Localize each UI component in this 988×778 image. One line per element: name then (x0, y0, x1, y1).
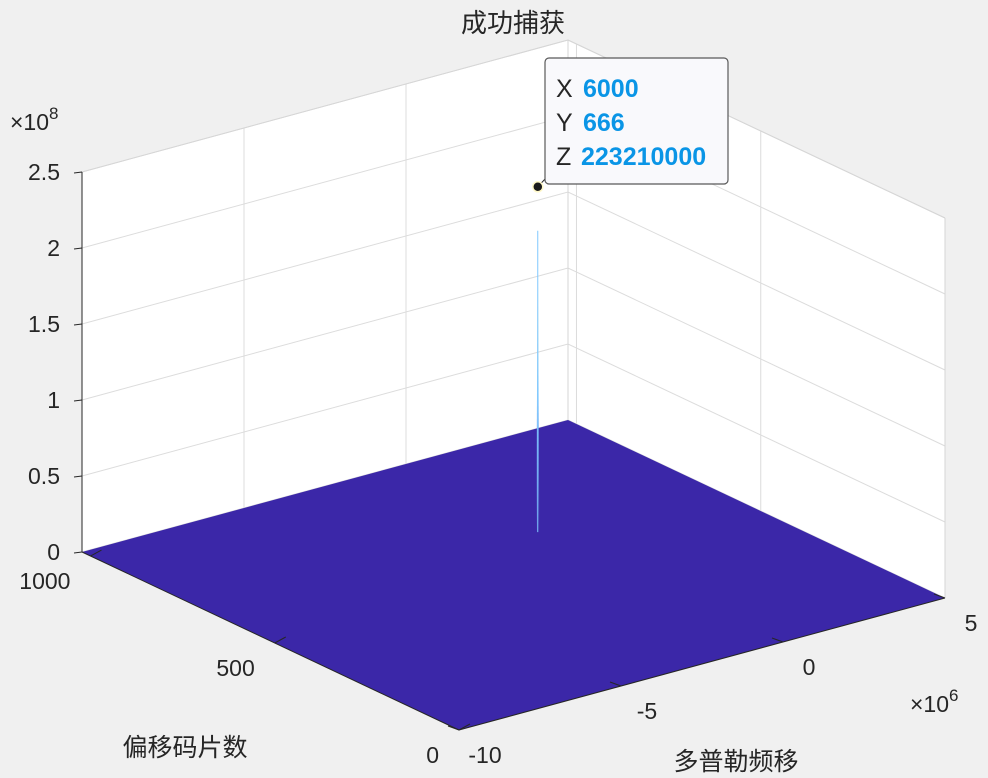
x-tick (933, 593, 946, 599)
x-tick (771, 637, 784, 643)
data-tip-z-value: 223210000 (581, 143, 706, 171)
z-tick (73, 475, 83, 478)
box-edge (81, 39, 569, 173)
data-tip-y-value: 666 (583, 109, 625, 137)
x-tick-label: 0 (803, 654, 816, 680)
data-tip[interactable]: X 6000 Y 666 Z 223210000 (532, 57, 729, 193)
data-tip-y-key: Y (556, 109, 573, 137)
z-tick (73, 171, 83, 174)
y-axis-label: 偏移码片数 (122, 734, 247, 762)
axes-layer: 0 0.5 1 1.5 2 2.5 -10 -5 0 5 0 500 1000 (19, 159, 977, 768)
labels-layer: 成功捕获 多普勒频移 偏移码片数 ×108 ×106 (10, 8, 958, 776)
z-tick-label: 0.5 (28, 463, 60, 489)
x-tick-label: -10 (468, 742, 501, 768)
x-tick (609, 681, 622, 687)
surface-layer (82, 230, 945, 730)
z-tick (73, 399, 83, 402)
z-tick (73, 551, 83, 554)
z-multiplier: ×108 (10, 104, 58, 135)
z-tick (73, 323, 83, 326)
x-axis-label: 多普勒频移 (673, 748, 798, 776)
back-wall-xz (82, 40, 568, 552)
data-tip-x-value: 6000 (583, 75, 639, 103)
y-axis-line (81, 551, 460, 731)
y-tick (90, 549, 102, 557)
data-tip-marker[interactable] (532, 181, 544, 193)
x-multiplier: ×106 (910, 686, 958, 717)
z-tick-label: 1.5 (28, 311, 60, 337)
chart-title: 成功捕获 (461, 8, 565, 38)
y-tick (274, 636, 286, 644)
z-multiplier-base: ×10 (10, 109, 49, 135)
x-tick-label: 5 (965, 610, 978, 636)
z-tick (73, 247, 83, 250)
data-tip-x-key: X (556, 75, 573, 103)
z-tick-label: 2.5 (28, 159, 60, 185)
y-tick (458, 723, 471, 731)
y-tick-label: 500 (216, 655, 254, 681)
z-tick-label: 2 (47, 235, 60, 261)
y-tick-label: 1000 (19, 568, 70, 594)
x-tick-label: -5 (637, 698, 657, 724)
data-tip-z-key: Z (556, 143, 571, 171)
z-multiplier-exp: 8 (49, 104, 58, 123)
z-tick-label: 0 (47, 539, 60, 565)
z-tick-label: 1 (47, 387, 60, 413)
x-multiplier-base: ×10 (910, 691, 949, 717)
x-multiplier-exp: 6 (949, 686, 958, 705)
data-tip-box (544, 57, 729, 185)
y-tick-label: 0 (426, 742, 439, 768)
x-axis-line (458, 597, 946, 731)
surface-floor (82, 420, 945, 730)
